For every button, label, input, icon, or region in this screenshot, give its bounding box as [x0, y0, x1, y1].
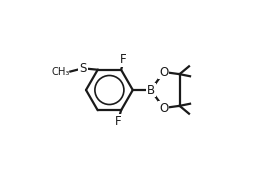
Text: F: F: [115, 114, 122, 128]
Text: O: O: [159, 66, 168, 78]
Text: CH₃: CH₃: [51, 67, 69, 76]
Text: B: B: [147, 84, 155, 96]
Text: F: F: [120, 53, 127, 66]
Text: S: S: [79, 62, 87, 75]
Text: O: O: [159, 102, 168, 114]
